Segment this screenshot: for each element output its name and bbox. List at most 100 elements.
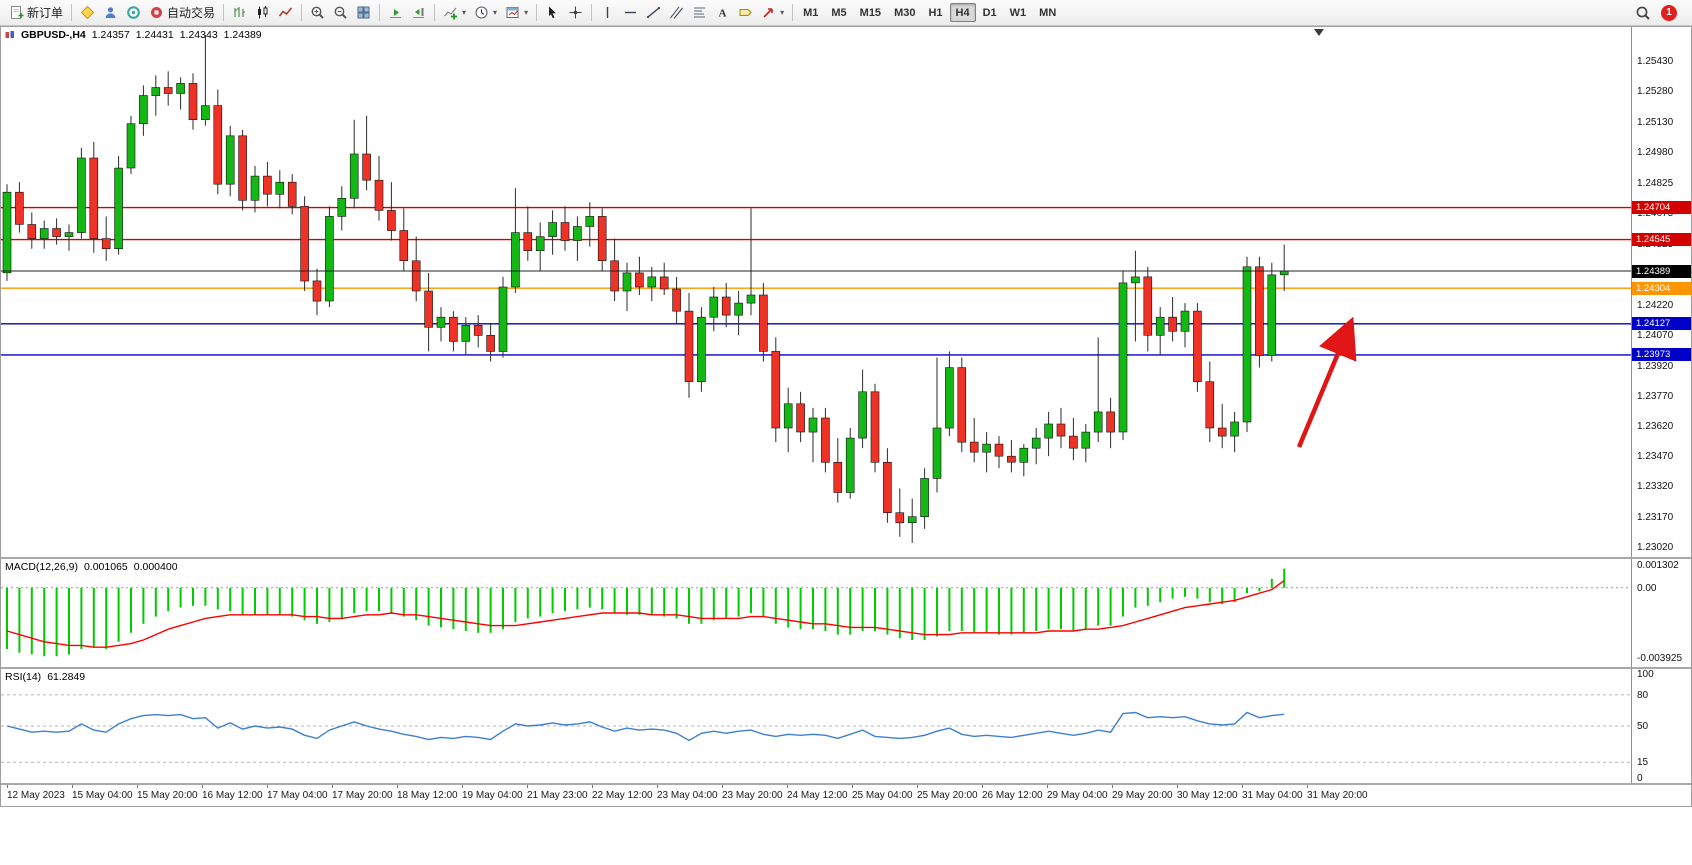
- rsi-axis[interactable]: 100 80 50 15 0: [1631, 669, 1691, 783]
- fibonacci-tool-button[interactable]: [688, 3, 711, 23]
- time-tick: [1242, 785, 1243, 788]
- chart-window: 1.254301.252801.251301.249801.248251.246…: [0, 26, 1692, 807]
- macd-signal-line: [6, 580, 1285, 648]
- time-tick: [267, 785, 268, 788]
- time-label: 23 May 20:00: [722, 790, 783, 801]
- chart-info: GBPUSD-,H4 1.24357 1.24431 1.24343 1.243…: [5, 29, 262, 41]
- search-icon: [1636, 6, 1650, 20]
- chart-shift-marker[interactable]: [1314, 29, 1324, 36]
- ohlc-low: 1.24343: [179, 29, 218, 41]
- time-tick: [462, 785, 463, 788]
- macd-axis[interactable]: 0.001302 0.00 -0.003925: [1631, 559, 1691, 667]
- time-tick: [527, 785, 528, 788]
- rsi-canvas[interactable]: [1, 669, 1631, 783]
- time-tick: [72, 785, 73, 788]
- templates-icon: [506, 7, 519, 18]
- time-label: 31 May 20:00: [1307, 790, 1368, 801]
- new-order-button[interactable]: 新订单: [5, 3, 67, 23]
- axis-tick: 1.25280: [1637, 86, 1674, 98]
- price-chart-canvas[interactable]: [1, 27, 1631, 557]
- timeframe-mn-button[interactable]: MN: [1039, 6, 1057, 19]
- time-tick: [1177, 785, 1178, 788]
- axis-tick: 1.24980: [1637, 146, 1674, 158]
- arrows-tool-button[interactable]: ▾: [757, 3, 788, 23]
- rsi-value: 61.2849: [47, 671, 86, 683]
- zoom-out-button[interactable]: [329, 3, 352, 23]
- time-axis[interactable]: 12 May 2023 15 May 04:00 15 May 20:00 16 Ma…: [1, 785, 1691, 805]
- time-label: 17 May 04:00: [267, 790, 328, 801]
- tile-windows-button[interactable]: [352, 3, 375, 23]
- templates-button[interactable]: ▾: [501, 3, 532, 23]
- axis-tick: 1.25430: [1637, 56, 1674, 68]
- time-label: 30 May 12:00: [1177, 790, 1238, 801]
- timeframe-m5-button[interactable]: M5: [831, 6, 847, 19]
- auto-scroll-button[interactable]: [384, 3, 407, 23]
- time-tick: [982, 785, 983, 788]
- line-chart-mode-button[interactable]: [274, 3, 297, 23]
- dropdown-caret-icon: ▾: [462, 8, 467, 17]
- axis-tick: 80: [1637, 689, 1649, 701]
- timeframe-group: M1 M5 M15 M30 H1 H4 D1 W1 MN: [797, 3, 1062, 22]
- channel-tool-button[interactable]: [665, 3, 688, 23]
- trend-arrow-annotation[interactable]: [1296, 316, 1357, 448]
- timeframe-h1-button[interactable]: H1: [928, 6, 943, 19]
- profile-button[interactable]: [99, 3, 122, 23]
- axis-tick: 1.23920: [1637, 360, 1674, 372]
- price-tag: 1.24304: [1632, 281, 1691, 295]
- timeframe-h4-button[interactable]: H4: [949, 3, 976, 22]
- macd-value-signal: 0.000400: [133, 561, 178, 573]
- timeframe-w1-button[interactable]: W1: [1009, 6, 1027, 19]
- timeframe-d1-button[interactable]: D1: [982, 6, 997, 19]
- zoom-in-button[interactable]: [306, 3, 329, 23]
- text-tool-button[interactable]: A: [711, 3, 734, 23]
- ohlc-close: 1.24389: [223, 29, 262, 41]
- axis-tick: 1.23770: [1637, 390, 1674, 402]
- axis-tick: 1.23320: [1637, 481, 1674, 493]
- dropdown-caret-icon: ▾: [524, 8, 529, 17]
- candle-chart-mode-button[interactable]: [251, 3, 274, 23]
- metaeditor-button[interactable]: [76, 3, 99, 23]
- panel-splitter[interactable]: [1, 557, 1691, 559]
- panel-splitter[interactable]: [1, 667, 1691, 669]
- search-button[interactable]: [1631, 3, 1655, 23]
- metaeditor-icon: [80, 5, 95, 20]
- chart-shift-button[interactable]: [407, 3, 430, 23]
- horizontal-line-tool-button[interactable]: [619, 3, 642, 23]
- toolbar-separator: [71, 4, 73, 21]
- time-tick: [852, 785, 853, 788]
- trendline-tool-button[interactable]: [642, 3, 665, 23]
- periods-button[interactable]: ▾: [470, 3, 501, 23]
- price-axis[interactable]: 1.254301.252801.251301.249801.248251.246…: [1631, 27, 1691, 557]
- cursor-arrow-icon: [549, 6, 557, 19]
- time-label: 22 May 12:00: [592, 790, 653, 801]
- macd-canvas[interactable]: [1, 559, 1631, 667]
- timeframe-m15-button[interactable]: M15: [859, 6, 882, 19]
- time-label: 29 May 04:00: [1047, 790, 1108, 801]
- dropdown-caret-icon: ▾: [493, 8, 498, 17]
- axis-tick: 100: [1637, 669, 1654, 681]
- time-label: 15 May 04:00: [72, 790, 133, 801]
- notification-badge[interactable]: 1: [1661, 4, 1677, 21]
- crosshair-button[interactable]: [564, 3, 587, 23]
- candles: [2, 35, 1289, 543]
- vertical-line-tool-button[interactable]: [596, 3, 619, 23]
- community-button[interactable]: [122, 3, 145, 23]
- panel-splitter[interactable]: [1, 783, 1691, 785]
- indicators-button[interactable]: ▾: [439, 3, 470, 23]
- time-label: 24 May 12:00: [787, 790, 848, 801]
- time-tick: [1112, 785, 1113, 788]
- cursor-button[interactable]: [541, 3, 564, 23]
- auto-scroll-icon: [390, 9, 402, 18]
- axis-tick: -0.003925: [1637, 653, 1683, 665]
- zoom-out-icon: [334, 6, 347, 19]
- bar-chart-mode-button[interactable]: [228, 3, 251, 23]
- rsi-panel: 100 80 50 15 0 RSI(14) 61.2849: [1, 669, 1691, 783]
- time-tick: [657, 785, 658, 788]
- timeframe-m30-button[interactable]: M30: [894, 6, 916, 19]
- text-label-tool-button[interactable]: [734, 3, 757, 23]
- time-label: 18 May 12:00: [397, 790, 458, 801]
- chart-title: GBPUSD-,H4: [21, 29, 86, 41]
- rsi-label: RSI(14): [5, 671, 42, 683]
- autotrading-button[interactable]: 自动交易: [145, 3, 219, 23]
- timeframe-m1-button[interactable]: M1: [803, 6, 819, 19]
